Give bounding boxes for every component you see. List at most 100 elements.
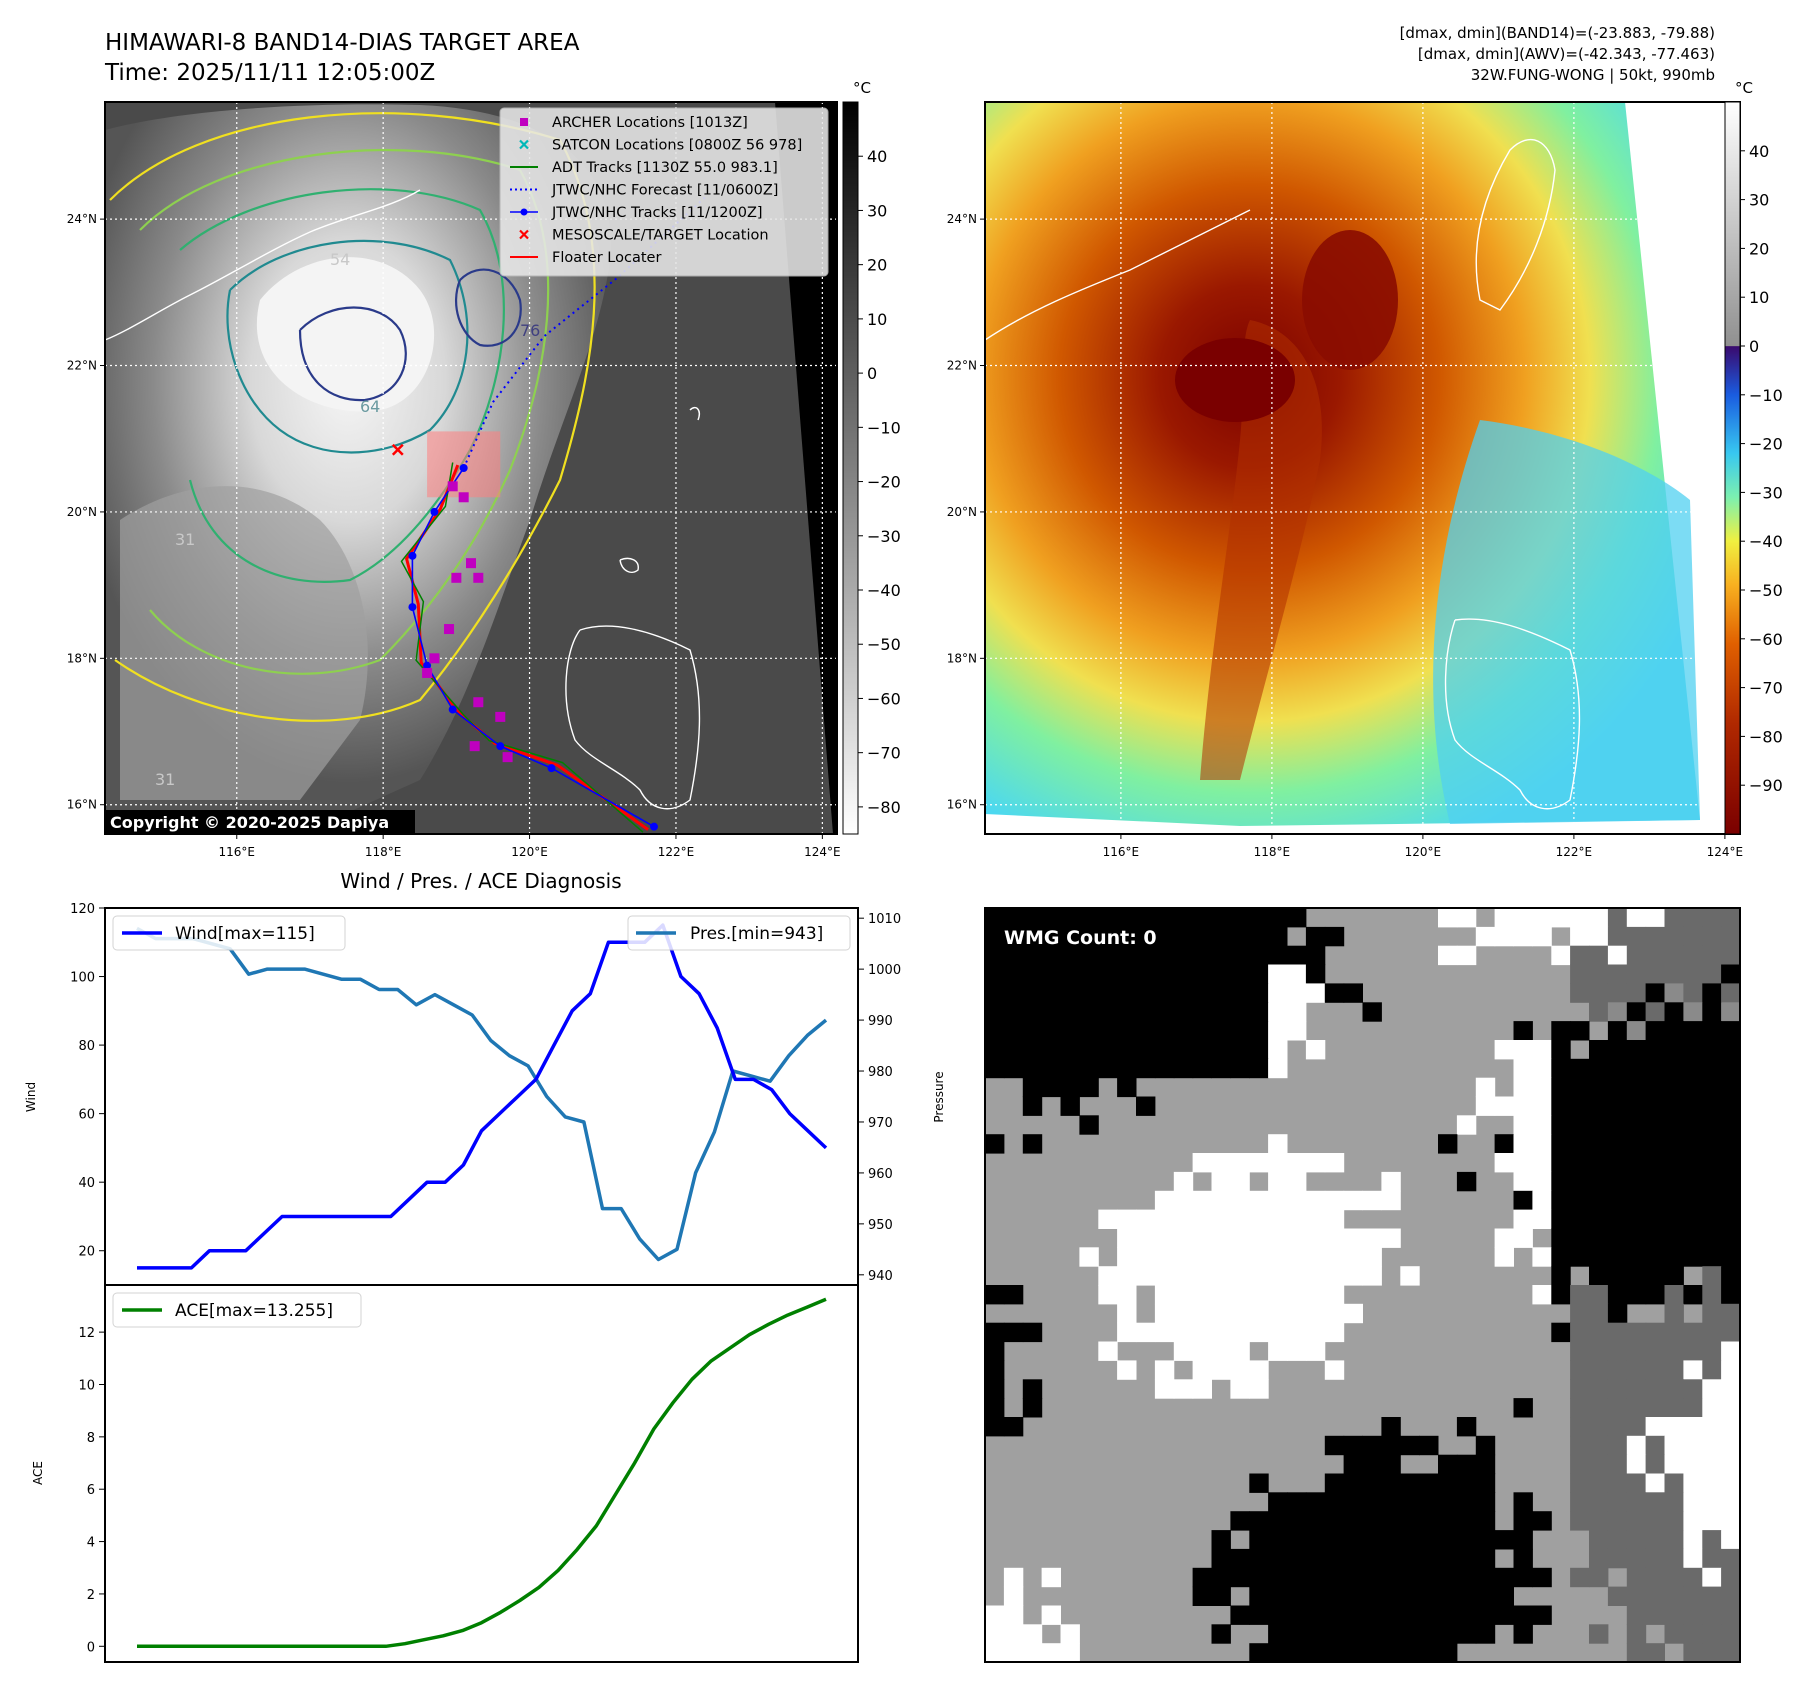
wmg-cell: [1211, 1586, 1231, 1606]
wmg-cell: [1589, 1454, 1609, 1475]
floater-track: [404, 464, 649, 831]
wmg-cell: [1268, 1247, 1288, 1267]
wmg-cell: [1570, 1134, 1590, 1154]
wmg-cell: [1268, 1002, 1288, 1022]
wmg-cell: [1664, 1511, 1684, 1531]
colorbar-tick-label: 30: [867, 201, 887, 220]
wmg-cell: [1154, 1058, 1175, 1079]
wmg-cell: [1324, 1285, 1345, 1305]
wmg-cell: [1154, 1040, 1175, 1060]
contour-label: 76: [520, 321, 540, 340]
wmg-cell: [1041, 1040, 1061, 1060]
wmg-cell: [1362, 1548, 1382, 1569]
y2-tick-label: 990: [868, 1014, 893, 1029]
ir-colorbar-unit: °C: [853, 79, 871, 97]
wmg-cell: [1683, 1077, 1703, 1098]
wmg-cell: [1721, 1567, 1741, 1588]
wmg-cell: [1079, 1247, 1099, 1267]
wmg-cell: [1626, 945, 1647, 966]
wmg-cell: [985, 1285, 1005, 1305]
wmg-cell: [1645, 1285, 1665, 1305]
wmg-cell: [1268, 1530, 1288, 1550]
wmg-cell: [1645, 1548, 1665, 1569]
wmg-cell: [1494, 1228, 1514, 1248]
wmg-cell: [1645, 1021, 1665, 1041]
wmg-cell: [1249, 1247, 1269, 1267]
wmg-cell: [1287, 908, 1307, 928]
wmg-cell: [1626, 1171, 1647, 1192]
wmg-cell: [1060, 1021, 1080, 1041]
y-tick-label: 4: [87, 1536, 95, 1551]
wmg-cell: [1381, 1454, 1401, 1475]
wmg-cell: [1192, 1040, 1212, 1060]
awv-range: [dmax, dmin](AWV)=(-42.343, -77.463): [1418, 45, 1715, 63]
wmg-cell: [1702, 945, 1722, 966]
wmg-cell: [1607, 1077, 1628, 1098]
wmg-cell: [1117, 964, 1137, 984]
legend-box: [499, 107, 829, 277]
wmg-cell: [1645, 1454, 1665, 1475]
wmg-cell: [1570, 1171, 1590, 1192]
wmg-cell: [1513, 1530, 1533, 1550]
wmg-cell: [1381, 1228, 1401, 1248]
wmg-cell: [1626, 1417, 1647, 1437]
y-tick-label: 0: [87, 1640, 95, 1655]
wmg-cell: [1230, 1266, 1250, 1286]
wmg-cell: [1268, 1228, 1288, 1248]
wmg-cell: [1626, 1605, 1647, 1625]
ir-contours: [109, 112, 596, 722]
wmg-cell: [1003, 1002, 1024, 1022]
wmg-cell: [1664, 1530, 1684, 1550]
wmg-cell: [1287, 1190, 1307, 1211]
coastline-taiwan: [1475, 139, 1556, 311]
wmg-cell: [1664, 1115, 1684, 1135]
wmg-cell: [1589, 1379, 1609, 1399]
wmg-cell: [1589, 1040, 1609, 1060]
wmg-cell: [1683, 1209, 1703, 1229]
wmg-cell: [1268, 964, 1288, 984]
wmg-cell: [1551, 945, 1571, 966]
wmg-cell: [1249, 1228, 1269, 1248]
wmg-cell: [1305, 1209, 1326, 1229]
wmg-cell: [1211, 964, 1231, 984]
y2-tick-label: 980: [868, 1065, 893, 1080]
awv-lon-label: 118°E: [1254, 845, 1291, 859]
wmg-cell: [1343, 983, 1363, 1003]
wmg-cell: [1589, 1190, 1609, 1211]
wmg-cell: [985, 1398, 1005, 1418]
wmg-cell: [1305, 1303, 1326, 1324]
wmg-cell: [1702, 1058, 1722, 1079]
wmg-cell: [1532, 926, 1552, 947]
wmg-cell: [1400, 1605, 1420, 1625]
wmg-cell: [1381, 1624, 1401, 1644]
wmg-cell: [1664, 1473, 1684, 1493]
wmg-cell: [1607, 1360, 1628, 1380]
wmg-cell: [1362, 1643, 1382, 1663]
wmg-cell: [1305, 1567, 1326, 1588]
wmg-cell: [1438, 1624, 1458, 1644]
wmg-cell: [1419, 1511, 1439, 1531]
wmg-cell: [1230, 1190, 1250, 1211]
wmg-cell: [1381, 1435, 1401, 1456]
wmg-cell: [1494, 1530, 1514, 1550]
wmg-cell: [1060, 1058, 1080, 1079]
wmg-cell: [1117, 1266, 1137, 1286]
wmg-cell: [1400, 1473, 1420, 1493]
wmg-cell: [1551, 1040, 1571, 1060]
band14-range: [dmax, dmin](BAND14)=(-23.883, -79.88): [1400, 24, 1715, 42]
wmg-cell: [1098, 983, 1118, 1003]
ace-legend-label: ACE[max=13.255]: [175, 1301, 333, 1321]
wmg-cell: [1626, 1228, 1647, 1248]
wmg-cell: [1041, 964, 1061, 984]
wmg-cell: [1305, 1266, 1326, 1286]
wmg-cell: [1419, 1492, 1439, 1512]
y2-tick-label: 940: [868, 1269, 893, 1284]
wmg-cell: [1079, 1058, 1099, 1079]
wmg-cell: [1362, 1190, 1382, 1211]
wmg-cell: [1721, 1285, 1741, 1305]
ace-legend-box: [112, 1292, 362, 1328]
wmg-cell: [1589, 1303, 1609, 1324]
wmg-cell: [1192, 908, 1212, 928]
wmg-cell: [1721, 1171, 1741, 1192]
wmg-cell: [1532, 1153, 1552, 1173]
